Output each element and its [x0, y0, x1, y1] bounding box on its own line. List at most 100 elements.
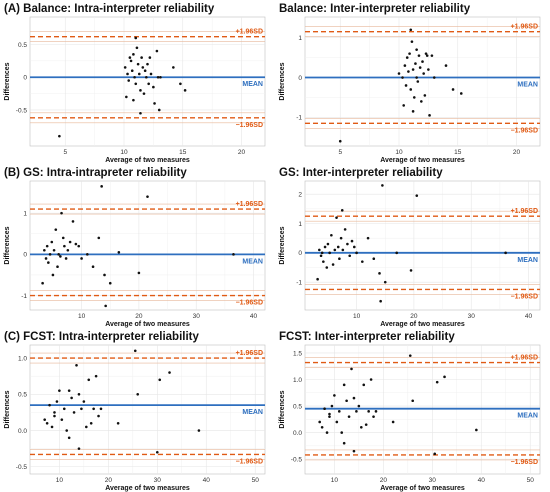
data-point [318, 248, 321, 252]
data-point [168, 371, 171, 374]
y-tick-label: 0.0 [18, 428, 27, 435]
data-point [58, 134, 61, 138]
data-point [56, 265, 59, 269]
data-point [140, 56, 143, 59]
data-point [364, 423, 368, 426]
data-point [87, 378, 91, 382]
upper-limit-label: +1.96SD [511, 24, 538, 31]
data-point [412, 96, 416, 99]
plot-area [304, 180, 541, 311]
data-point [146, 62, 149, 66]
lower-limit-label: −1.96SD [236, 458, 263, 465]
data-point [54, 228, 58, 231]
data-point [318, 420, 321, 424]
x-axis-label: Average of two measures [105, 321, 190, 328]
data-point [339, 236, 343, 240]
data-point [143, 69, 147, 72]
data-point [416, 80, 420, 83]
data-point [366, 236, 370, 240]
data-point [347, 415, 351, 418]
upper-limit-label: +1.96SD [511, 208, 538, 215]
x-tick-label: 40 [203, 477, 211, 484]
data-point [401, 76, 404, 79]
mean-label: MEAN [517, 413, 538, 420]
data-point [97, 236, 101, 240]
data-point [410, 40, 414, 43]
data-point [326, 242, 330, 246]
x-tick-label: 15 [454, 149, 462, 156]
data-point [414, 62, 417, 65]
upper-limit-label: +1.96SD [236, 29, 263, 36]
data-point [89, 421, 93, 425]
data-point [146, 195, 149, 198]
data-point [57, 253, 60, 256]
data-point [444, 64, 448, 67]
data-point [403, 64, 407, 67]
data-point [48, 253, 52, 256]
data-point [330, 404, 334, 408]
data-point [55, 400, 59, 403]
data-point [53, 411, 56, 414]
data-point [148, 56, 152, 59]
y-tick-label: -0.5 [16, 464, 28, 471]
x-tick-label: 30 [154, 477, 162, 484]
data-point [77, 447, 81, 450]
data-point [86, 253, 89, 256]
data-point [336, 245, 340, 249]
data-point [328, 415, 331, 418]
plot-area [29, 344, 266, 475]
x-tick-label: 40 [250, 313, 258, 320]
data-point [52, 248, 56, 252]
data-point [391, 420, 395, 424]
data-point [159, 75, 162, 79]
data-point [172, 66, 175, 69]
y-axis-label: Differences [279, 390, 286, 428]
data-point [432, 76, 436, 79]
data-point [369, 378, 373, 381]
data-point [72, 411, 76, 414]
data-point [133, 75, 136, 79]
upper-limit-label: +1.96SD [236, 350, 263, 357]
data-point [338, 139, 342, 143]
data-point [48, 403, 51, 407]
y-tick-label: 0.5 [293, 403, 302, 410]
data-point [45, 244, 49, 248]
x-axis-label: Average of two measures [380, 321, 465, 328]
data-point [350, 367, 353, 371]
data-point [381, 184, 384, 187]
data-point [149, 72, 153, 76]
x-tick-label: 50 [252, 477, 260, 484]
data-point [421, 60, 424, 63]
chart-gs-intra: 10 20 30 40 -1 0 1 +1.96SD MEAN −1.96SD (B) GS: In… [4, 167, 266, 328]
data-point [346, 242, 349, 246]
data-point [97, 414, 100, 418]
x-tick-label: 20 [238, 149, 246, 156]
data-point [155, 49, 159, 53]
data-point [340, 209, 344, 212]
data-point [183, 89, 187, 92]
data-point [338, 257, 341, 260]
data-point [395, 251, 399, 255]
y-tick-label: 0 [23, 252, 27, 259]
data-point [123, 66, 127, 69]
data-point [443, 375, 446, 379]
data-point [352, 396, 356, 400]
x-tick-label: 50 [527, 477, 535, 484]
data-point [423, 94, 427, 97]
data-point [350, 239, 354, 243]
x-tick-label: 15 [179, 149, 187, 156]
y-tick-label: -1 [296, 279, 302, 286]
data-point [43, 248, 46, 252]
data-point [50, 425, 54, 429]
data-point [92, 407, 95, 411]
data-point [77, 392, 81, 396]
data-point [355, 251, 358, 255]
y-tick-label: -1 [21, 293, 27, 300]
data-point [411, 68, 415, 71]
data-point [372, 257, 376, 260]
data-point [415, 48, 418, 51]
y-tick-label: -0.5 [16, 107, 28, 114]
data-point [435, 380, 439, 384]
data-point [136, 392, 140, 396]
data-point [99, 407, 103, 411]
